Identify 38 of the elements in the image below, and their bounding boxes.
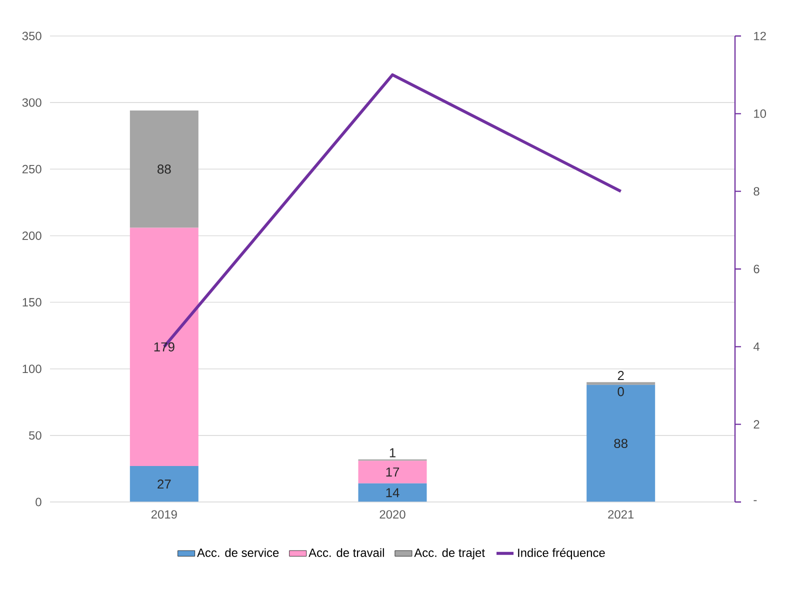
y-tick-label: 50 xyxy=(29,431,42,440)
y2-tick-label: 2 xyxy=(754,420,760,429)
legend-label: Indice fréquence xyxy=(518,548,605,560)
data-label: 1 xyxy=(390,448,396,458)
bar xyxy=(130,110,198,228)
bar xyxy=(130,228,198,466)
legend-label: Acc. de service xyxy=(197,548,279,557)
data-label: 14 xyxy=(386,488,400,498)
bar xyxy=(586,384,656,502)
bar xyxy=(586,382,656,385)
y2-tick-label: 12 xyxy=(754,32,766,40)
x-tick-label: 2021 xyxy=(608,510,634,519)
y-tick-label: 200 xyxy=(22,231,42,240)
bar xyxy=(358,460,427,484)
y-tick-label: 300 xyxy=(22,98,42,107)
y-tick-label: 250 xyxy=(22,164,42,174)
data-label: 88 xyxy=(614,438,628,448)
y2-tick-label: 8 xyxy=(754,187,760,196)
data-label: 88 xyxy=(158,164,171,174)
legend-label: Acc. de travail xyxy=(308,548,384,557)
y2-tick-label: 6 xyxy=(754,264,760,274)
data-label: 17 xyxy=(386,468,400,476)
x-tick-label: 2019 xyxy=(151,510,177,519)
data-label: 179 xyxy=(154,342,174,352)
y-tick-label: 100 xyxy=(22,364,42,374)
data-label: 2 xyxy=(618,370,624,380)
data-label: 0 xyxy=(618,387,624,396)
y-tick-label: 350 xyxy=(22,32,42,40)
bar xyxy=(358,483,427,502)
data-label: 27 xyxy=(158,480,171,489)
legend-label: Acc. de trajet xyxy=(414,548,485,560)
x-tick-label: 2020 xyxy=(380,510,406,519)
bar xyxy=(130,466,198,502)
y2-tick-label: - xyxy=(754,500,757,502)
y-tick-label: 150 xyxy=(22,298,42,307)
y2-tick-label: 4 xyxy=(753,342,760,351)
y-tick-label: 0 xyxy=(36,498,42,506)
y2-tick-label: 10 xyxy=(754,109,766,118)
